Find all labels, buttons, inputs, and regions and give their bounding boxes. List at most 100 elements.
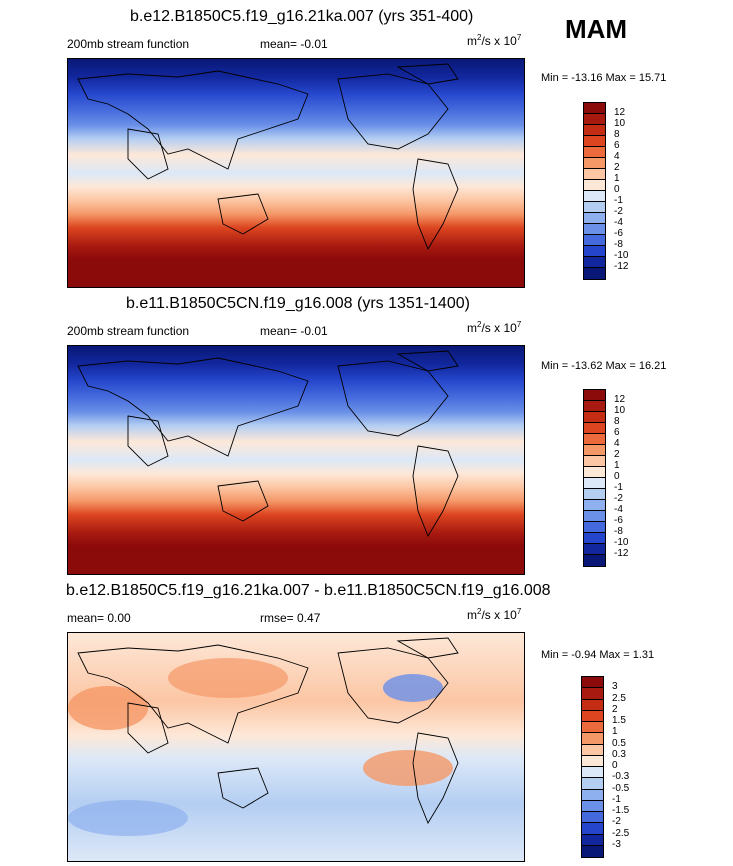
colorbar-segment [582, 823, 603, 835]
panel-2-colorbar [583, 389, 606, 567]
panel-2-map [67, 345, 525, 575]
panel-1-variable: 200mb stream function [67, 37, 190, 51]
colorbar-tick-label: 3 [612, 681, 618, 693]
colorbar-tick-label: -12 [614, 261, 629, 272]
colorbar-tick-label: -12 [614, 548, 629, 559]
colorbar-segment [584, 412, 605, 423]
colorbar-segment [582, 710, 603, 722]
panel-3-units: m2/s x 107 [467, 607, 522, 623]
panel-3-minmax: Min = -0.94 Max = 1.31 [541, 649, 655, 661]
panel-2-coastlines [77, 350, 459, 538]
panel-1-units: m2/s x 107 [467, 33, 522, 49]
colorbar-segment [582, 789, 603, 801]
panel-1-title: b.e12.B1850C5.f19_g16.21ka.007 (yrs 351-… [130, 8, 474, 25]
colorbar-tick-label: 6 [614, 427, 620, 438]
colorbar-tick-label: 12 [614, 394, 626, 405]
colorbar-segment [584, 169, 605, 180]
colorbar-tick-label: -4 [614, 504, 623, 515]
colorbar-segment [582, 845, 603, 857]
colorbar-tick-label: 1 [614, 460, 620, 471]
panel-3-rmse: rmse= 0.47 [260, 611, 321, 625]
panel-1-coastlines [77, 63, 459, 251]
colorbar-segment [582, 767, 603, 779]
colorbar-segment [582, 778, 603, 790]
colorbar-tick-label: 0 [612, 760, 618, 771]
colorbar-tick-label: 0.5 [612, 737, 626, 749]
panel-1-colorbar [583, 102, 606, 280]
colorbar-tick-label: 10 [614, 405, 626, 416]
colorbar-tick-label: -10 [614, 537, 629, 548]
colorbar-segment [584, 103, 605, 114]
colorbar-segment [582, 744, 603, 756]
panel-1-mean: mean= -0.01 [260, 37, 328, 51]
colorbar-tick-label: -8 [614, 526, 623, 537]
panel-2-minmax: Min = -13.62 Max = 16.21 [541, 360, 667, 372]
colorbar-segment [582, 722, 603, 734]
colorbar-segment [582, 800, 603, 812]
colorbar-segment [584, 268, 605, 279]
colorbar-segment [584, 544, 605, 555]
colorbar-tick-label: -4 [614, 217, 623, 228]
colorbar-tick-label: 1.5 [612, 715, 626, 726]
colorbar-tick-label: -2 [614, 493, 623, 504]
colorbar-segment [584, 445, 605, 456]
colorbar-segment [584, 390, 605, 401]
colorbar-tick-label: 8 [614, 416, 620, 427]
panel-3-coastlines [77, 637, 459, 825]
panel-3-colorbar [581, 676, 604, 858]
colorbar-segment [584, 500, 605, 511]
colorbar-segment [584, 533, 605, 544]
colorbar-tick-label: 10 [614, 118, 626, 129]
colorbar-segment [584, 401, 605, 412]
colorbar-tick-label: 0.3 [612, 748, 626, 760]
colorbar-tick-label: 6 [614, 140, 620, 151]
colorbar-segment [584, 158, 605, 169]
panel-2-title: b.e11.B1850C5CN.f19_g16.008 (yrs 1351-14… [126, 295, 470, 312]
colorbar-tick-label: 4 [614, 438, 620, 449]
colorbar-tick-label: 2 [614, 449, 620, 460]
colorbar-tick-label: -1.5 [612, 805, 630, 816]
panel-1-map [67, 58, 525, 288]
colorbar-segment [584, 202, 605, 213]
colorbar-tick-label: 2 [614, 162, 620, 173]
colorbar-segment [584, 114, 605, 125]
colorbar-tick-label: -2 [614, 206, 623, 217]
colorbar-segment [582, 677, 603, 689]
colorbar-segment [584, 235, 605, 246]
colorbar-segment [584, 191, 605, 202]
colorbar-segment [584, 136, 605, 147]
colorbar-tick-label: 12 [614, 107, 626, 118]
colorbar-tick-label: 2.5 [612, 692, 626, 704]
colorbar-segment [584, 125, 605, 136]
colorbar-segment [584, 224, 605, 235]
colorbar-segment [584, 213, 605, 224]
colorbar-segment [584, 434, 605, 445]
colorbar-segment [584, 489, 605, 500]
colorbar-tick-label: -1 [614, 195, 623, 206]
colorbar-tick-label: 1 [614, 173, 620, 184]
colorbar-segment [584, 257, 605, 268]
colorbar-tick-label: 2 [612, 703, 618, 715]
colorbar-tick-label: -8 [614, 239, 623, 250]
colorbar-tick-label: -6 [614, 228, 623, 239]
colorbar-segment [584, 522, 605, 533]
colorbar-tick-label: 0 [614, 184, 620, 195]
colorbar-tick-label: -3 [612, 838, 621, 850]
panel-3-mean: mean= 0.00 [67, 611, 131, 625]
season-label: MAM [565, 14, 628, 44]
colorbar-segment [584, 423, 605, 434]
panel-1-minmax: Min = -13.16 Max = 15.71 [541, 72, 667, 84]
colorbar-tick-label: -1 [612, 793, 621, 805]
colorbar-segment [582, 834, 603, 846]
colorbar-segment [582, 733, 603, 745]
colorbar-tick-label: -10 [614, 250, 629, 261]
panel-3-map [67, 632, 525, 862]
colorbar-tick-label: 1 [612, 726, 618, 738]
panel-3-title: b.e12.B1850C5.f19_g16.21ka.007 - b.e11.B… [66, 582, 551, 599]
colorbar-segment [582, 812, 603, 824]
colorbar-segment [584, 246, 605, 257]
colorbar-tick-label: -2.5 [612, 827, 630, 839]
colorbar-tick-label: -1 [614, 482, 623, 493]
colorbar-segment [584, 511, 605, 522]
colorbar-segment [584, 147, 605, 158]
